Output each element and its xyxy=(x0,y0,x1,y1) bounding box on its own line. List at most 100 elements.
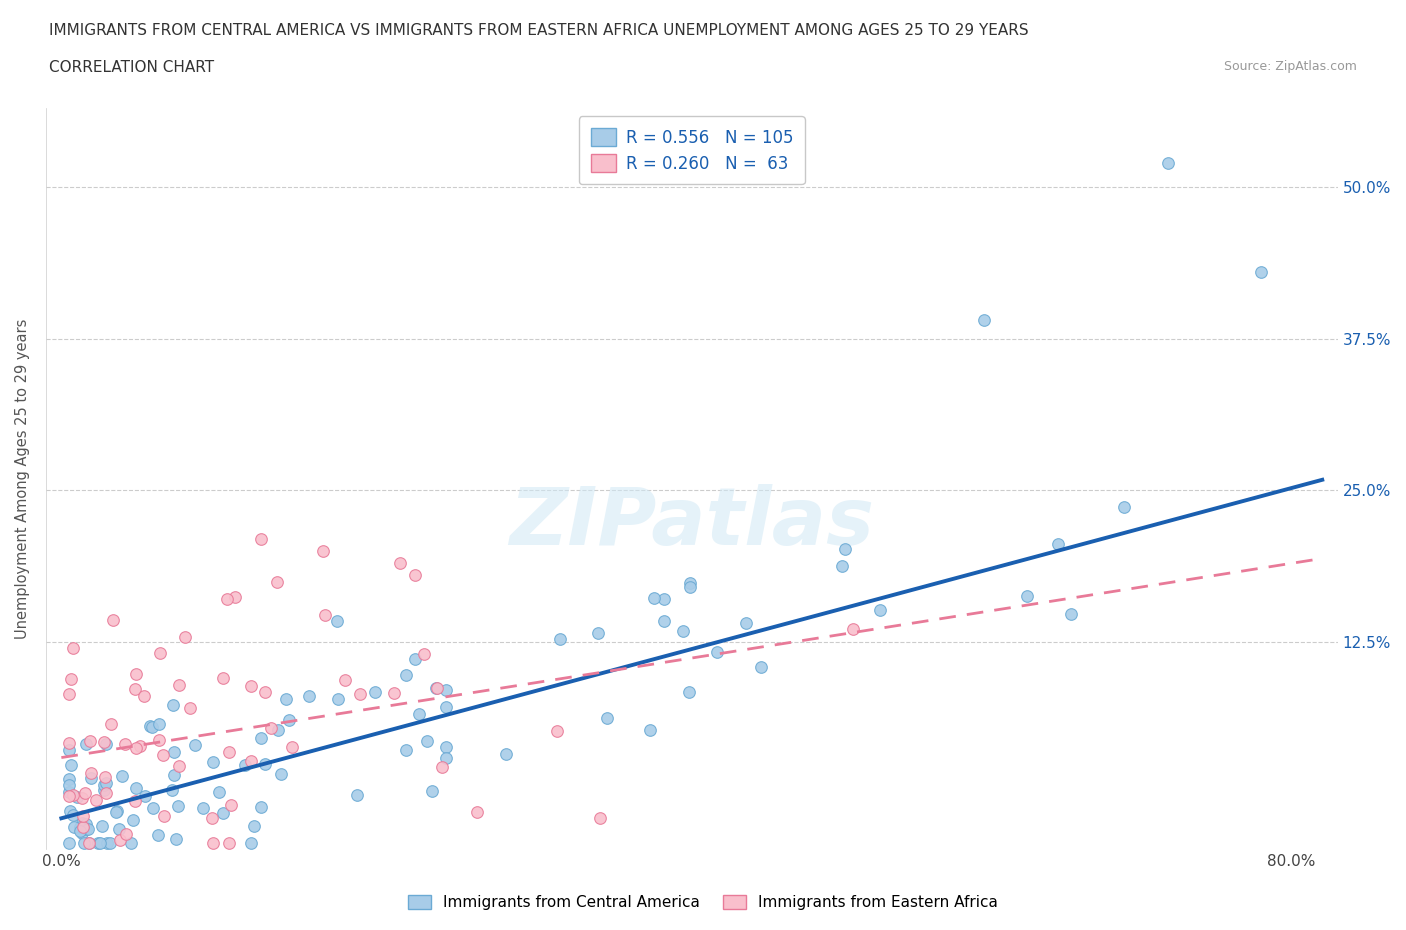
Point xyxy=(831,559,853,574)
Point xyxy=(134,689,156,704)
Point xyxy=(62,807,84,822)
Point xyxy=(420,784,443,799)
Point xyxy=(94,769,117,784)
Point xyxy=(416,734,439,749)
Point xyxy=(215,591,238,606)
Point xyxy=(1250,264,1272,279)
Point xyxy=(218,744,240,759)
Point xyxy=(174,630,197,644)
Point xyxy=(249,730,271,745)
Point xyxy=(76,737,98,751)
Text: CORRELATION CHART: CORRELATION CHART xyxy=(49,60,214,75)
Point xyxy=(434,699,457,714)
Point xyxy=(77,821,100,836)
Point xyxy=(104,804,127,819)
Point xyxy=(495,747,517,762)
Point xyxy=(58,835,80,850)
Point xyxy=(124,793,146,808)
Point xyxy=(588,811,610,826)
Point xyxy=(152,808,174,823)
Point xyxy=(93,783,115,798)
Point xyxy=(84,792,107,807)
Point xyxy=(388,556,411,571)
Point xyxy=(90,818,112,833)
Point xyxy=(465,804,488,819)
Point xyxy=(134,789,156,804)
Point xyxy=(115,826,138,841)
Point xyxy=(58,686,80,701)
Point xyxy=(652,591,675,606)
Point xyxy=(160,782,183,797)
Point xyxy=(149,645,172,660)
Point xyxy=(218,835,240,850)
Point xyxy=(249,800,271,815)
Point xyxy=(869,603,891,618)
Point xyxy=(62,641,84,656)
Text: Source: ZipAtlas.com: Source: ZipAtlas.com xyxy=(1223,60,1357,73)
Text: ZIPatlas: ZIPatlas xyxy=(509,484,875,562)
Point xyxy=(125,780,148,795)
Point xyxy=(1060,606,1083,621)
Point xyxy=(426,681,449,696)
Point xyxy=(212,671,235,685)
Point xyxy=(679,576,702,591)
Point xyxy=(80,765,103,780)
Point xyxy=(404,652,426,667)
Point xyxy=(328,692,350,707)
Point xyxy=(62,788,84,803)
Point xyxy=(124,682,146,697)
Point xyxy=(550,631,572,646)
Point xyxy=(125,741,148,756)
Point xyxy=(111,768,134,783)
Point xyxy=(239,679,262,694)
Point xyxy=(148,716,170,731)
Point xyxy=(93,777,115,792)
Point xyxy=(1112,499,1135,514)
Point xyxy=(349,686,371,701)
Point xyxy=(434,751,457,765)
Point xyxy=(326,614,349,629)
Point xyxy=(253,756,276,771)
Point xyxy=(79,734,101,749)
Point xyxy=(749,659,772,674)
Point xyxy=(224,590,246,604)
Point xyxy=(240,753,263,768)
Point xyxy=(184,737,207,752)
Point xyxy=(163,745,186,760)
Point xyxy=(201,811,224,826)
Point xyxy=(254,684,277,699)
Point xyxy=(75,817,97,831)
Point xyxy=(1157,155,1180,170)
Point xyxy=(333,672,356,687)
Point xyxy=(191,801,214,816)
Point xyxy=(239,835,262,850)
Point xyxy=(107,804,129,818)
Point xyxy=(73,786,96,801)
Point xyxy=(219,797,242,812)
Point xyxy=(125,667,148,682)
Point xyxy=(643,591,665,605)
Point xyxy=(100,717,122,732)
Point xyxy=(179,701,201,716)
Point xyxy=(80,770,103,785)
Point xyxy=(93,735,115,750)
Point xyxy=(425,681,447,696)
Point xyxy=(59,804,82,818)
Point xyxy=(94,776,117,790)
Point xyxy=(276,691,298,706)
Point xyxy=(266,574,288,589)
Point xyxy=(73,835,96,850)
Point xyxy=(142,801,165,816)
Text: IMMIGRANTS FROM CENTRAL AMERICA VS IMMIGRANTS FROM EASTERN AFRICA UNEMPLOYMENT A: IMMIGRANTS FROM CENTRAL AMERICA VS IMMIG… xyxy=(49,23,1029,38)
Point xyxy=(706,644,728,659)
Point xyxy=(412,647,434,662)
Point xyxy=(152,748,174,763)
Point xyxy=(108,832,131,847)
Point xyxy=(973,313,995,328)
Point xyxy=(1046,537,1069,551)
Point xyxy=(270,767,292,782)
Point xyxy=(432,759,454,774)
Point xyxy=(69,823,91,838)
Point xyxy=(259,721,281,736)
Point xyxy=(72,819,94,834)
